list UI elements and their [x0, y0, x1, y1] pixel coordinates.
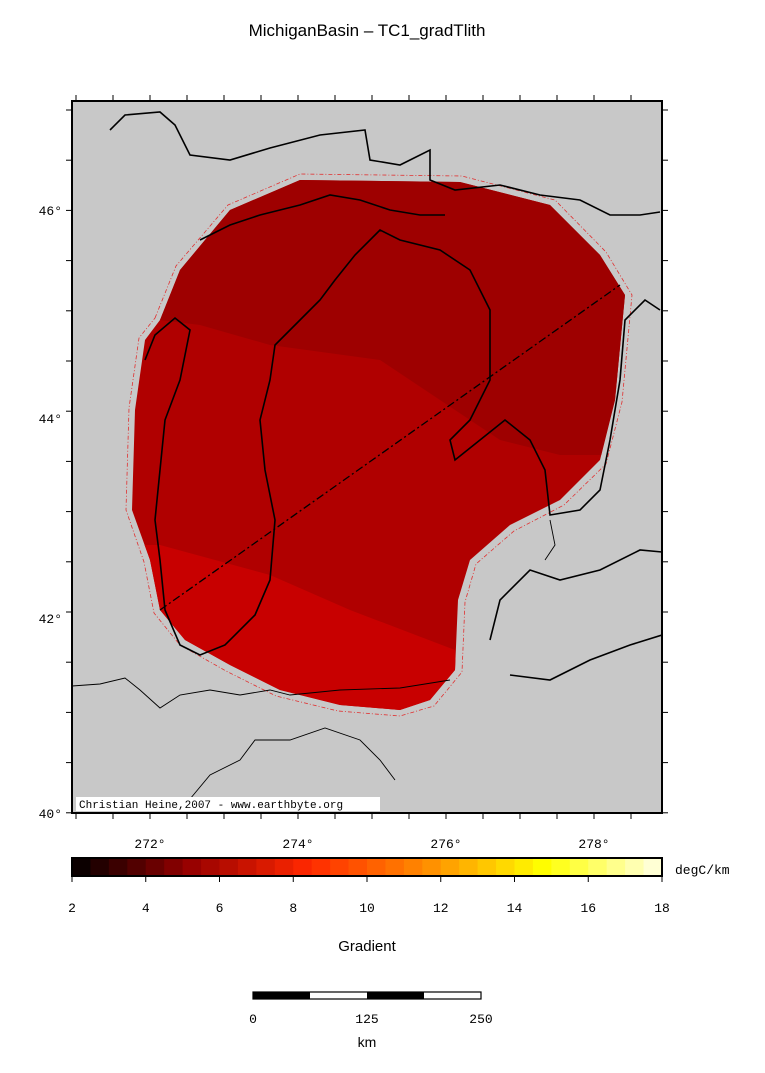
- colorbar-swatch: [625, 858, 645, 876]
- scalebar-segment: [367, 992, 424, 999]
- lat-label: 42°: [39, 612, 62, 627]
- colorbar-tick-label: 2: [68, 901, 76, 916]
- region-outline: [125, 173, 633, 717]
- scalebar-tick-label: 250: [469, 1012, 492, 1027]
- colorbar-swatch: [90, 858, 110, 876]
- colorbar-label: Gradient: [338, 938, 396, 955]
- colorbar-swatch: [72, 858, 91, 876]
- lon-label: 278°: [578, 837, 609, 852]
- title: MichiganBasin – TC1_gradTlith: [249, 21, 486, 40]
- scalebar: [252, 991, 482, 1000]
- scalebar-labels: 0 125 250: [249, 1012, 493, 1027]
- colorbar-tick-label: 14: [507, 901, 523, 916]
- colorbar-swatch: [127, 858, 147, 876]
- colorbar-tick-label: 12: [433, 901, 449, 916]
- colorbar-swatch: [532, 858, 552, 876]
- colorbar-swatch: [551, 858, 571, 876]
- credit: Christian Heine,2007 - www.earthbyte.org: [79, 800, 343, 812]
- colorbar-swatch: [330, 858, 350, 876]
- colorbar-swatch: [367, 858, 386, 876]
- colorbar-swatch: [274, 858, 294, 876]
- colorbar-swatch: [422, 858, 442, 876]
- lon-label: 274°: [282, 837, 313, 852]
- scalebar-tick-label: 125: [355, 1012, 378, 1027]
- frame-ticks: [66, 95, 668, 819]
- colorbar-tick-label: 4: [142, 901, 150, 916]
- colorbar-swatch: [588, 858, 608, 876]
- colorbar-swatch: [477, 858, 497, 876]
- colorbar-swatch: [311, 858, 331, 876]
- colorbar-frame: [71, 857, 663, 877]
- band-high: [132, 545, 470, 710]
- colorbar-swatch: [256, 858, 276, 876]
- colorbar-swatch: [293, 858, 313, 876]
- scalebar-unit: km: [358, 1034, 377, 1050]
- colorbar-swatch: [237, 858, 257, 876]
- colorbar: 2 4 6 8 10 12 14 16 18: [68, 858, 670, 916]
- map-area: Christian Heine,2007 - www.earthbyte.org: [72, 101, 662, 813]
- colorbar-swatch: [201, 858, 220, 876]
- lat-label: 44°: [39, 412, 62, 427]
- colorbar-tick-label: 6: [216, 901, 224, 916]
- coastlines: [109, 111, 662, 681]
- colorbar-unit: degC/km: [675, 863, 730, 878]
- colorbar-tick-label: 18: [654, 901, 670, 916]
- scalebar-tick-label: 0: [249, 1012, 257, 1027]
- colorbar-swatch: [514, 858, 534, 876]
- colorbar-swatch: [164, 858, 184, 876]
- colorbar-swatch: [496, 858, 515, 876]
- colorbar-swatch: [569, 858, 589, 876]
- colorbar-swatch: [606, 858, 626, 876]
- colorbar-tick-label: 10: [359, 901, 375, 916]
- colorbar-swatch: [145, 858, 165, 876]
- scalebar-segment: [253, 992, 310, 999]
- axis-labels: 46° 44° 42° 40° 272° 274° 276° 278°: [39, 204, 610, 852]
- colorbar-tick-label: 16: [580, 901, 596, 916]
- colorbar-swatch: [348, 858, 368, 876]
- credit-box: [76, 797, 380, 811]
- colorbar-tick-label: 8: [289, 901, 297, 916]
- map-frame: [71, 100, 663, 814]
- lat-label: 40°: [39, 807, 62, 822]
- colorbar-swatch: [643, 858, 663, 876]
- lat-label: 46°: [39, 204, 62, 219]
- lon-label: 272°: [134, 837, 165, 852]
- colorbar-swatch: [440, 858, 460, 876]
- colorbar-swatch: [459, 858, 479, 876]
- colorbar-swatch: [403, 858, 423, 876]
- borders: [72, 519, 556, 806]
- lon-label: 276°: [430, 837, 461, 852]
- profile-line: [159, 284, 621, 611]
- colorbar-swatch: [219, 858, 239, 876]
- colorbar-swatch: [108, 858, 128, 876]
- colorbar-swatch: [182, 858, 202, 876]
- colorbar-swatch: [385, 858, 405, 876]
